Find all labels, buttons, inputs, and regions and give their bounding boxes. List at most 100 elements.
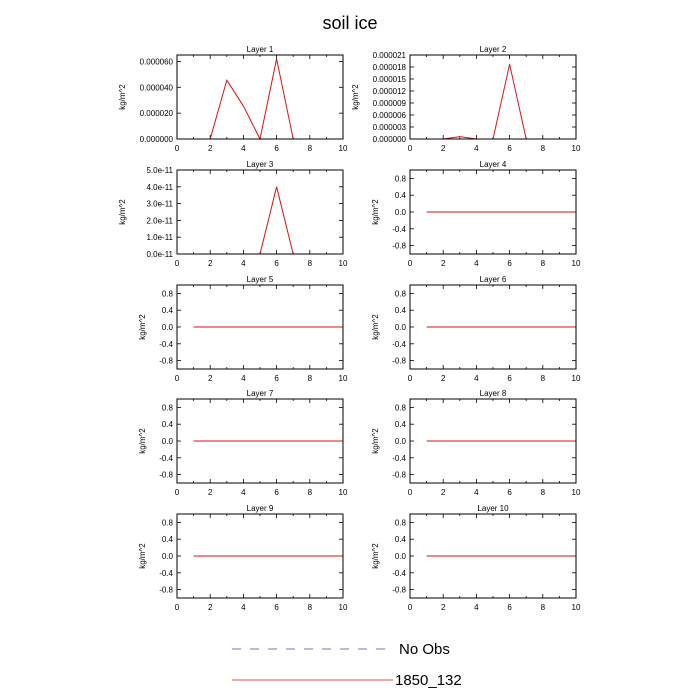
plot-frame <box>409 513 577 599</box>
y-tick-label: 0.0 <box>162 437 174 446</box>
plot-frame <box>409 398 577 484</box>
y-tick-label: -0.8 <box>392 242 406 251</box>
y-tick-label: 0.4 <box>395 191 407 200</box>
y-tick-label: 1.0e-11 <box>146 233 173 242</box>
plot-frame <box>176 398 344 484</box>
x-tick-label: 4 <box>474 603 479 612</box>
y-tick-label: 0.0 <box>162 323 174 332</box>
y-tick-label: 0.000020 <box>140 109 174 118</box>
panel-layer-7: Layer 7 0 2 4 6 8 10 -0.8 -0.4 0.0 0.4 0.8 kg/m^2 <box>138 389 348 497</box>
x-tick-label: 8 <box>541 374 546 383</box>
x-tick-label: 4 <box>241 603 246 612</box>
x-tick-label: 2 <box>208 144 213 153</box>
y-axis-label: kg/m^2 <box>351 84 360 110</box>
plot-frame <box>176 54 344 140</box>
x-tick-label: 10 <box>572 488 581 497</box>
panel-title: Layer 2 <box>480 45 507 54</box>
y-axis-label: kg/m^2 <box>138 543 147 569</box>
y-tick-label: 0.8 <box>395 289 407 298</box>
legend: No Obs 1850_132 <box>232 641 462 689</box>
y-tick-label: 0.0 <box>395 552 407 561</box>
panel-title: Layer 6 <box>480 275 507 284</box>
y-tick-label: 0.8 <box>395 174 407 183</box>
y-tick-label: 0.4 <box>162 306 174 315</box>
x-tick-label: 4 <box>474 144 479 153</box>
y-tick-label: -0.8 <box>392 357 406 366</box>
y-tick-label: -0.4 <box>159 454 173 463</box>
plot-frame <box>176 284 344 370</box>
panel-title: Layer 5 <box>247 275 274 284</box>
series-line-1850-132 <box>193 58 343 141</box>
panel-layer-4: Layer 4 0 2 4 6 8 10 -0.8 -0.4 0.0 0.4 0.8 kg/m^2 <box>371 160 581 268</box>
x-tick-label: 2 <box>208 259 213 268</box>
x-tick-label: 2 <box>441 144 446 153</box>
panel-layer-10: Layer 10 0 2 4 6 8 10 -0.8 -0.4 0.0 0.4 0.8 kg/m^2 <box>371 504 581 612</box>
panel-title: Layer 8 <box>480 389 507 398</box>
y-tick-label: 0.000009 <box>373 99 407 108</box>
x-tick-label: 10 <box>572 603 581 612</box>
y-axis-label: kg/m^2 <box>371 199 380 225</box>
y-tick-label: 0.4 <box>395 420 407 429</box>
x-tick-label: 6 <box>274 144 279 153</box>
panel-title: Layer 4 <box>480 160 507 169</box>
y-tick-label: 0.4 <box>395 535 407 544</box>
plot-frame <box>176 513 344 599</box>
x-tick-label: 8 <box>308 144 313 153</box>
y-tick-label: -0.8 <box>159 471 173 480</box>
x-tick-label: 6 <box>507 603 512 612</box>
y-axis-label: kg/m^2 <box>118 84 127 110</box>
y-tick-label: 0.000000 <box>140 135 174 144</box>
x-tick-label: 4 <box>241 144 246 153</box>
y-tick-label: -0.4 <box>159 569 173 578</box>
x-tick-label: 4 <box>241 488 246 497</box>
panel-layer-8: Layer 8 0 2 4 6 8 10 -0.8 -0.4 0.0 0.4 0.8 kg/m^2 <box>371 389 581 497</box>
x-tick-label: 10 <box>572 259 581 268</box>
x-tick-label: 6 <box>274 259 279 268</box>
y-tick-label: 0.8 <box>162 518 174 527</box>
panel-layer-3: Layer 3 0 2 4 6 8 10 0.0e-11 1.0e-11 2.0e-11 3.0e-… <box>118 160 348 268</box>
y-axis-label: kg/m^2 <box>118 199 127 225</box>
y-tick-label: 0.000040 <box>140 83 174 92</box>
y-tick-label: -0.8 <box>392 586 406 595</box>
x-tick-label: 10 <box>339 603 348 612</box>
y-tick-label: 0.000018 <box>373 63 407 72</box>
x-tick-label: 2 <box>441 603 446 612</box>
y-tick-label: -0.8 <box>159 586 173 595</box>
y-tick-label: 5.0e-11 <box>146 166 173 175</box>
x-tick-label: 8 <box>308 603 313 612</box>
series-line-1850-132 <box>193 186 343 255</box>
y-tick-label: 0.000006 <box>373 111 407 120</box>
y-tick-label: -0.4 <box>392 225 406 234</box>
y-tick-label: -0.4 <box>392 340 406 349</box>
x-tick-label: 0 <box>175 259 180 268</box>
y-tick-label: 0.000000 <box>373 135 407 144</box>
x-tick-label: 4 <box>474 374 479 383</box>
plot-frame <box>409 54 577 140</box>
y-axis-label: kg/m^2 <box>371 314 380 340</box>
y-tick-label: 0.4 <box>162 535 174 544</box>
legend-label-no-obs: No Obs <box>399 641 450 658</box>
x-tick-label: 6 <box>507 488 512 497</box>
y-tick-label: 0.0 <box>395 323 407 332</box>
y-tick-label: 0.0 <box>162 552 174 561</box>
x-tick-label: 6 <box>274 374 279 383</box>
y-tick-label: 0.000015 <box>373 75 407 84</box>
y-axis-label: kg/m^2 <box>371 543 380 569</box>
x-tick-label: 6 <box>507 374 512 383</box>
x-tick-label: 0 <box>408 144 413 153</box>
x-tick-label: 10 <box>339 259 348 268</box>
x-tick-label: 2 <box>208 488 213 497</box>
y-tick-label: 0.8 <box>162 403 174 412</box>
y-tick-label: 0.000003 <box>373 123 407 132</box>
x-tick-label: 6 <box>507 259 512 268</box>
x-tick-label: 0 <box>175 374 180 383</box>
panel-layer-2: Layer 2 0 2 4 6 8 10 0.000000 0.000003 0.000006 0.… <box>351 45 581 153</box>
x-tick-label: 8 <box>308 259 313 268</box>
x-tick-label: 0 <box>408 488 413 497</box>
plot-frame <box>409 284 577 370</box>
series-line-1850-132 <box>426 64 576 140</box>
y-tick-label: -0.4 <box>392 569 406 578</box>
panels-grid: Layer 10 2 4 6 8 100.0000000.0000200.0000400.… <box>118 45 581 612</box>
x-tick-label: 10 <box>339 374 348 383</box>
